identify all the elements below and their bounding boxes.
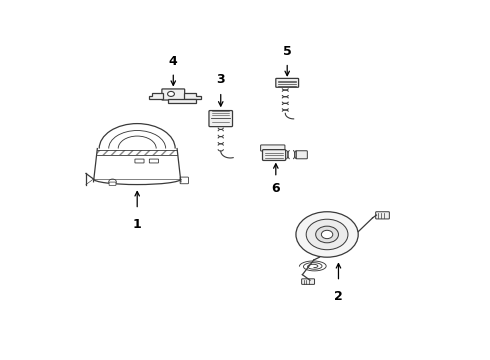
Polygon shape [148,93,163,99]
FancyBboxPatch shape [263,150,286,161]
Circle shape [321,230,333,239]
FancyBboxPatch shape [376,212,390,219]
Bar [98,150,177,156]
Polygon shape [168,99,196,103]
Text: 2: 2 [334,290,343,303]
FancyBboxPatch shape [180,177,189,184]
Polygon shape [184,93,200,99]
Text: 5: 5 [283,45,292,58]
FancyBboxPatch shape [209,111,233,127]
FancyBboxPatch shape [261,145,285,151]
Circle shape [316,226,339,243]
FancyBboxPatch shape [296,151,307,159]
FancyBboxPatch shape [302,279,315,284]
Text: 1: 1 [133,218,142,231]
FancyBboxPatch shape [276,78,298,87]
Circle shape [109,179,116,185]
Circle shape [306,219,348,250]
Text: 3: 3 [217,73,225,86]
FancyBboxPatch shape [109,182,116,185]
Circle shape [296,212,358,257]
Text: 6: 6 [271,182,280,195]
FancyBboxPatch shape [162,89,185,100]
Circle shape [168,91,174,96]
Text: 4: 4 [169,55,178,68]
